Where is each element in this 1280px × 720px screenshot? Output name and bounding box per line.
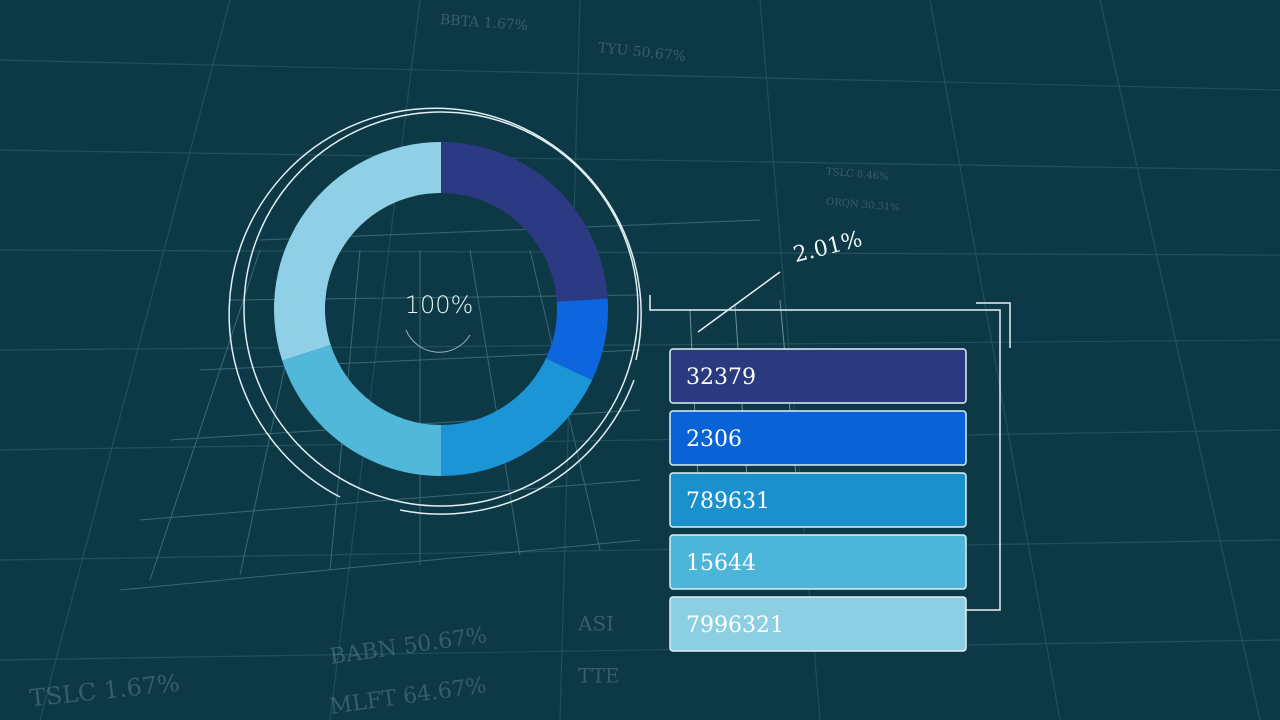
legend-box [669, 348, 967, 404]
legend-box [669, 410, 967, 466]
frame-corner [976, 302, 1011, 348]
legend-label: 7996321 [686, 613, 784, 638]
ring-inner [243, 111, 639, 507]
donut [273, 142, 609, 476]
donut-segment [545, 298, 609, 381]
rings [228, 107, 642, 515]
legend-label: 32379 [686, 365, 756, 390]
legend-label: 789631 [686, 489, 770, 514]
ticker-text: BBTA 1.67% [439, 12, 528, 34]
grid-rows [0, 59, 1280, 661]
donut-segment [282, 344, 441, 476]
donut-segment [441, 142, 608, 302]
ticker-text: ASI [577, 612, 614, 636]
legend-label: 2306 [686, 427, 742, 452]
ring-outer [228, 107, 642, 498]
ticker-text: TSLC 8.46% [826, 167, 889, 183]
center-label: 100% [405, 291, 474, 319]
legend-boxes: 32379 2306 789631 15644 7996321 [669, 348, 967, 652]
frame [649, 271, 1011, 611]
donut-segment [441, 358, 593, 476]
donut-segment [273, 142, 441, 361]
legend-box [669, 534, 967, 590]
legend-box [669, 596, 967, 652]
legend-box [669, 472, 967, 528]
legend-label: 15644 [686, 551, 756, 576]
ticker-text: TTE [578, 664, 620, 688]
center-arc [405, 329, 471, 353]
ring-outer-end [399, 379, 635, 515]
annotation-leader [697, 271, 781, 333]
frame-line [649, 295, 1001, 611]
